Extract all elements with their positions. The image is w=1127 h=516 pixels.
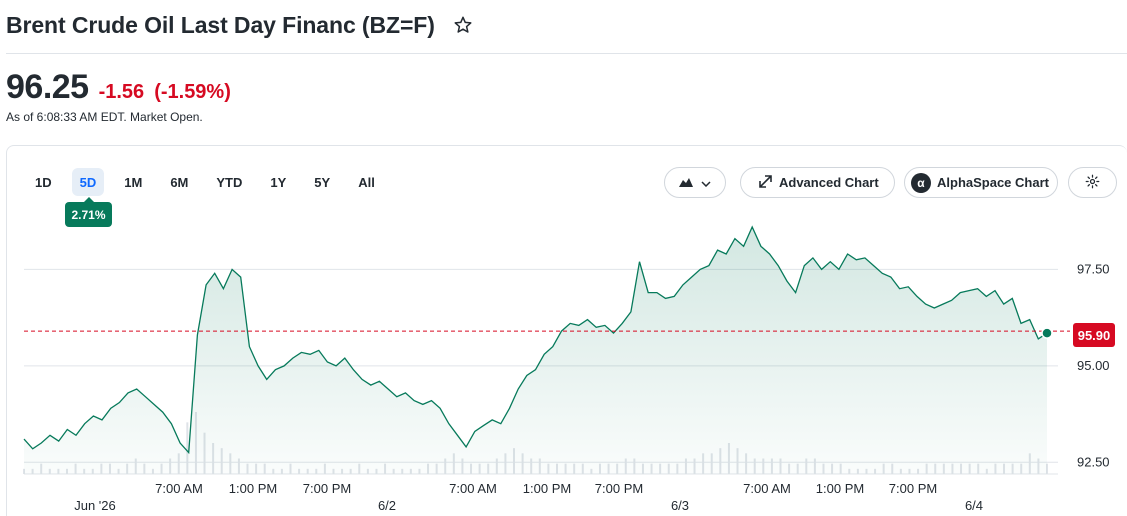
range-ytd[interactable]: YTD xyxy=(216,174,243,190)
page-title: Brent Crude Oil Last Day Financ (BZ=F) xyxy=(6,11,435,38)
y-tick-label: 92.50 xyxy=(1077,454,1110,469)
range-1d[interactable]: 1D xyxy=(35,174,52,190)
price-area xyxy=(24,227,1047,474)
gear-icon xyxy=(1085,174,1100,192)
x-tick-label: 6/3 xyxy=(671,498,689,513)
x-tick-label: 7:00 AM xyxy=(743,481,791,496)
x-tick-label: 1:00 PM xyxy=(523,481,571,496)
x-tick-label: 1:00 PM xyxy=(229,481,277,496)
y-tick-label: 97.50 xyxy=(1077,261,1110,276)
previous-close-tag: 95.90 xyxy=(1073,323,1115,347)
range-change-badge: 2.71% xyxy=(65,197,112,227)
range-all[interactable]: All xyxy=(358,174,375,190)
price-change-percent: (-1.59%) xyxy=(154,81,231,103)
x-tick-label: Jun '26 xyxy=(74,498,116,513)
star-outline-icon[interactable] xyxy=(453,15,473,35)
x-tick-label: 6/4 xyxy=(965,498,983,513)
mountain-chart-icon xyxy=(679,175,693,190)
x-tick-label: 6/2 xyxy=(378,498,396,513)
quote-row: 96.25 -1.56 (-1.59%) xyxy=(6,68,231,107)
market-timestamp: As of 6:08:33 AM EDT. Market Open. xyxy=(6,110,203,124)
last-price-dot xyxy=(1041,327,1053,339)
title-row: Brent Crude Oil Last Day Financ (BZ=F) xyxy=(6,8,473,42)
range-5y[interactable]: 5Y xyxy=(314,174,331,190)
x-tick-label: 7:00 AM xyxy=(449,481,497,496)
range-1m[interactable]: 1M xyxy=(124,174,143,190)
header-divider xyxy=(6,53,1127,54)
chart-type-button[interactable] xyxy=(664,167,726,198)
x-tick-label: 7:00 PM xyxy=(595,481,643,496)
range-1y[interactable]: 1Y xyxy=(270,174,287,190)
alphaspace-chart-label: AlphaSpace Chart xyxy=(937,175,1049,190)
current-price: 96.25 xyxy=(6,68,89,106)
volume-bar xyxy=(186,422,189,474)
price-line xyxy=(23,225,1048,455)
chart-card xyxy=(6,145,1127,516)
alphaspace-logo-icon: α xyxy=(911,172,931,193)
advanced-chart-button[interactable]: Advanced Chart xyxy=(740,167,895,198)
x-tick-label: 7:00 AM xyxy=(155,481,203,496)
range-selector: 1D 5D 1M 6M YTD 1Y 5Y All xyxy=(27,168,395,196)
y-tick-label: 95.00 xyxy=(1077,358,1110,373)
range-5d[interactable]: 5D xyxy=(71,168,105,196)
x-tick-label: 7:00 PM xyxy=(889,481,937,496)
x-tick-label: 1:00 PM xyxy=(816,481,864,496)
expand-icon xyxy=(759,174,772,191)
alphaspace-chart-button[interactable]: α AlphaSpace Chart xyxy=(904,167,1058,198)
chart-settings-button[interactable] xyxy=(1068,167,1117,198)
price-change: -1.56 xyxy=(98,81,145,103)
chevron-down-icon xyxy=(701,175,711,190)
advanced-chart-label: Advanced Chart xyxy=(779,175,879,190)
range-6m[interactable]: 6M xyxy=(170,174,189,190)
x-tick-label: 7:00 PM xyxy=(303,481,351,496)
